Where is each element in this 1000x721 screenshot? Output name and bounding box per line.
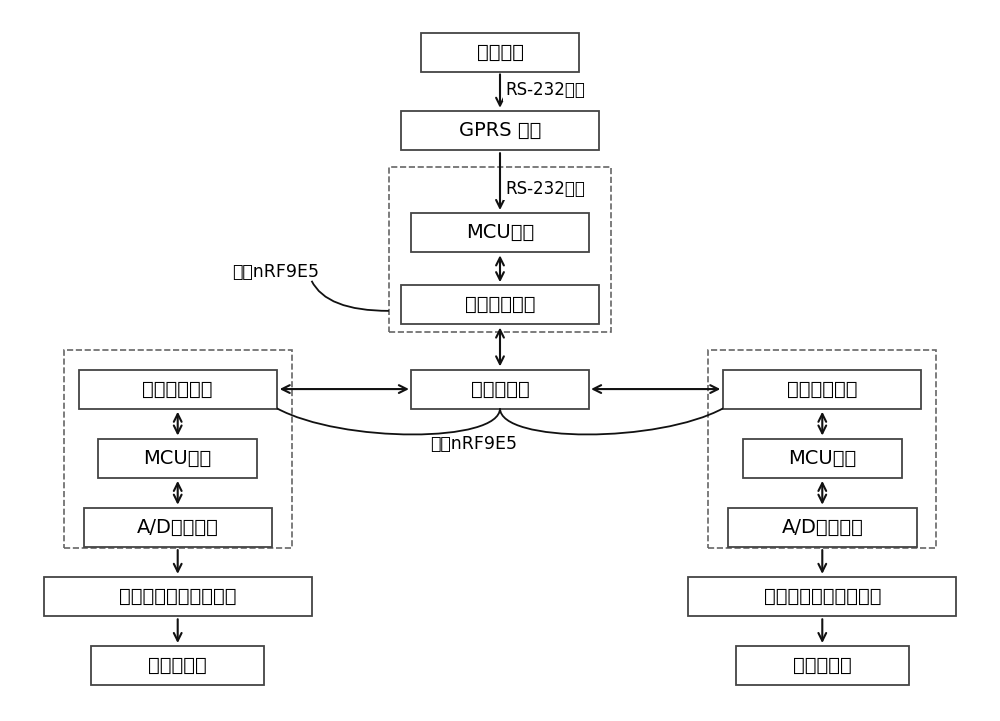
Text: RS-232串口: RS-232串口 [505,180,585,198]
Bar [79,370,277,409]
FancyArrowPatch shape [818,483,826,503]
Text: MCU模块: MCU模块 [144,448,212,468]
FancyArrowPatch shape [818,414,826,433]
Bar [688,577,956,616]
Text: MCU模块: MCU模块 [788,448,856,468]
Text: 模拟前端滤波放大电路: 模拟前端滤波放大电路 [764,587,881,606]
Text: 监控中心: 监控中心 [477,43,524,62]
Text: 无线射频模块: 无线射频模块 [465,296,535,314]
FancyArrowPatch shape [496,153,504,208]
Text: A/D转换电路: A/D转换电路 [137,518,219,537]
FancyArrowPatch shape [496,257,504,280]
Bar [723,370,921,409]
Text: 超声传感器: 超声传感器 [148,656,207,675]
Text: 主站nRF9E5: 主站nRF9E5 [232,262,319,280]
FancyArrowPatch shape [818,550,826,572]
FancyArrowPatch shape [496,74,504,105]
Bar [736,646,909,685]
Bar [44,577,312,616]
Bar [411,213,589,252]
Bar [389,167,611,332]
Text: A/D转换电路: A/D转换电路 [781,518,863,537]
Bar [728,508,916,547]
Bar [401,286,599,324]
Text: 子站nRF9E5: 子站nRF9E5 [431,435,518,454]
FancyArrowPatch shape [174,483,182,503]
Bar [64,350,292,549]
Text: 无线射频模块: 无线射频模块 [142,379,213,399]
Text: 无线射频模块: 无线射频模块 [787,379,858,399]
FancyArrowPatch shape [818,619,826,641]
FancyArrowPatch shape [593,385,718,393]
Text: RS-232串口: RS-232串口 [505,81,585,99]
Bar [91,646,264,685]
Bar [421,32,579,72]
FancyArrowPatch shape [282,385,407,393]
Bar [401,111,599,150]
Bar [708,350,936,549]
Text: GPRS 网络: GPRS 网络 [459,121,541,140]
FancyArrowPatch shape [174,619,182,641]
Bar [84,508,272,547]
Bar [98,438,257,478]
Bar [411,370,589,409]
Text: 超声传感器: 超声传感器 [793,656,852,675]
Bar [743,438,902,478]
Text: MCU模块: MCU模块 [466,224,534,242]
FancyArrowPatch shape [174,550,182,572]
FancyArrowPatch shape [174,414,182,433]
Text: 模拟前端滤波放大电路: 模拟前端滤波放大电路 [119,587,236,606]
Text: 中继路由器: 中继路由器 [471,379,529,399]
FancyArrowPatch shape [496,329,504,364]
